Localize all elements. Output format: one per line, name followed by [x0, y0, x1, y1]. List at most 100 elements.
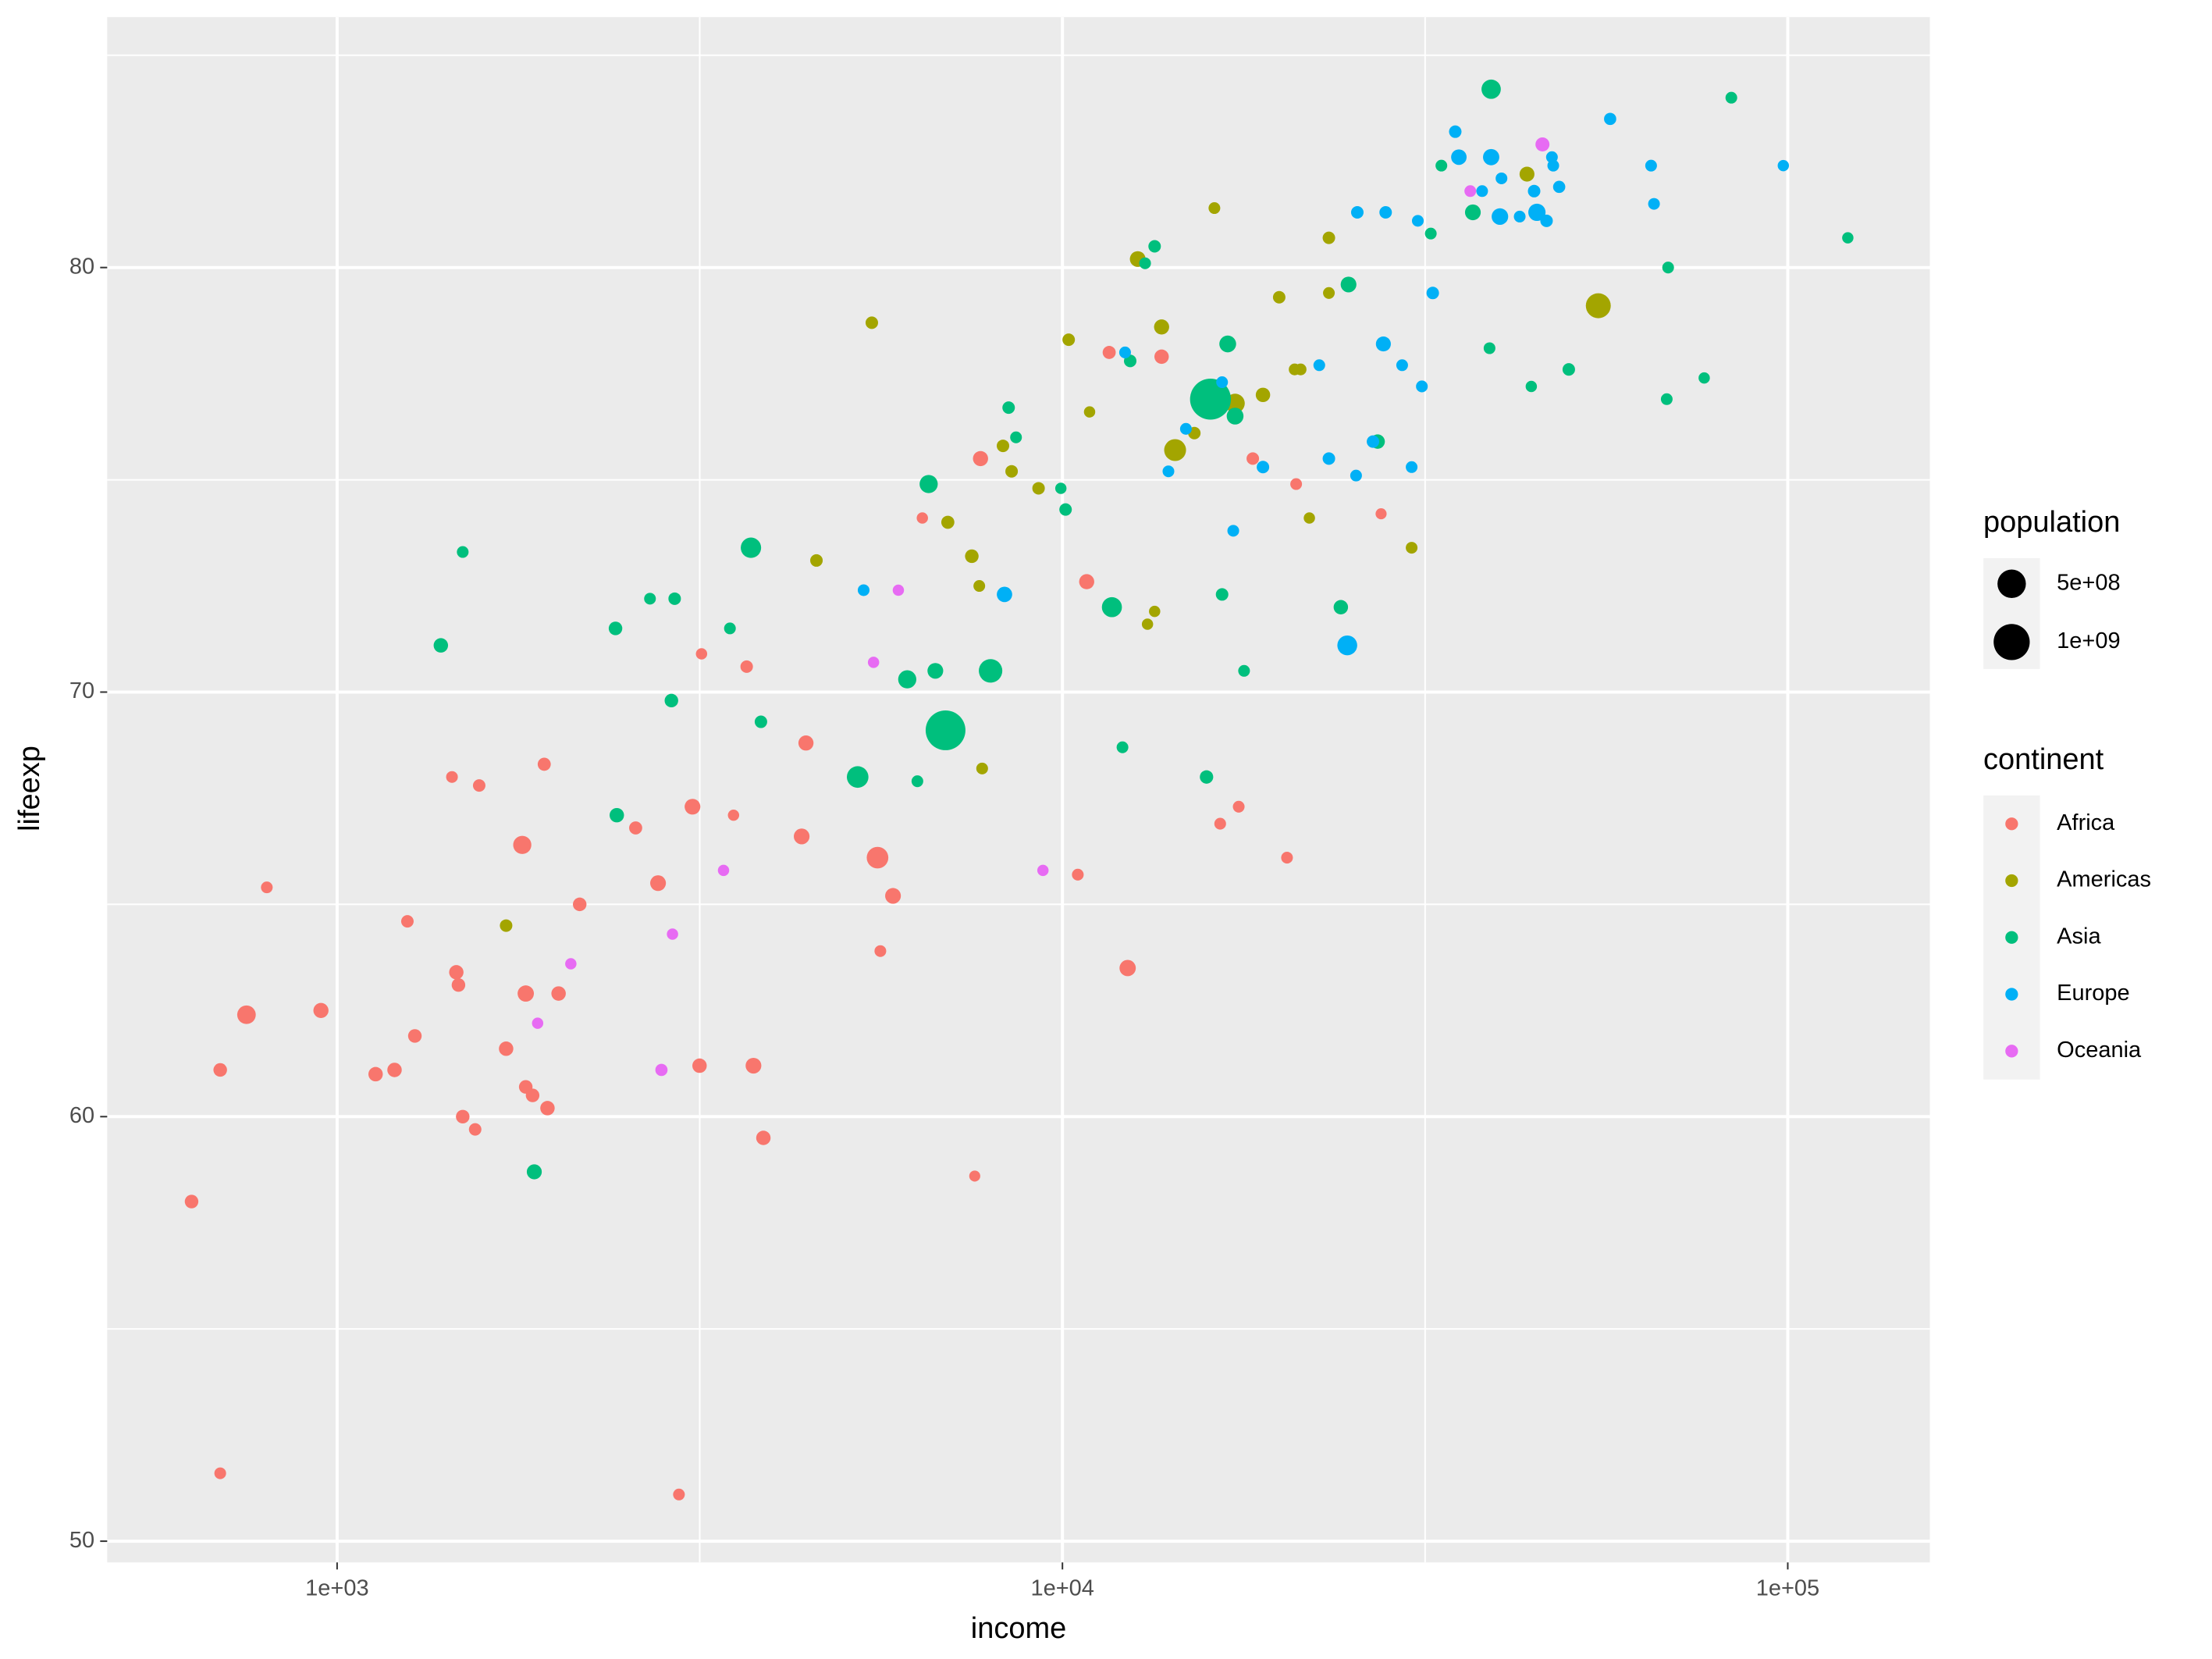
- data-point: [608, 621, 623, 635]
- data-point: [685, 799, 701, 815]
- data-point: [1481, 79, 1501, 99]
- data-point: [1255, 387, 1271, 403]
- data-point: [692, 1058, 707, 1073]
- data-point: [1648, 198, 1660, 210]
- data-point: [1375, 336, 1391, 352]
- data-point: [1426, 287, 1439, 300]
- color-legend-label: Europe: [2057, 981, 2130, 1006]
- data-point: [1527, 184, 1541, 198]
- data-point: [1219, 335, 1236, 353]
- x-tick-label: 1e+05: [1756, 1575, 1819, 1600]
- data-point: [1118, 346, 1131, 358]
- data-point: [756, 1130, 771, 1145]
- data-point: [1002, 401, 1015, 415]
- data-point: [1215, 588, 1229, 601]
- data-point: [1483, 148, 1499, 166]
- data-point: [976, 762, 988, 774]
- data-point: [973, 580, 986, 593]
- data-point: [846, 766, 869, 789]
- data-point: [1662, 262, 1674, 274]
- data-point: [1350, 205, 1364, 219]
- y-axis-title: lifeexp: [13, 746, 46, 831]
- data-point: [892, 584, 905, 596]
- data-point: [857, 584, 870, 596]
- data-point: [941, 515, 955, 529]
- data-point: [1660, 393, 1673, 405]
- data-point: [513, 835, 532, 854]
- data-point: [1141, 618, 1154, 630]
- data-point: [1294, 363, 1307, 376]
- data-point: [927, 663, 944, 679]
- data-point: [655, 1063, 668, 1077]
- data-point: [387, 1063, 402, 1077]
- data-point: [184, 1194, 199, 1209]
- data-point: [368, 1066, 383, 1082]
- data-point: [1032, 482, 1045, 495]
- color-legend-label: Asia: [2057, 924, 2101, 949]
- data-point: [810, 554, 823, 567]
- data-point: [667, 928, 678, 940]
- data-point: [451, 978, 466, 992]
- data-point: [1010, 431, 1022, 443]
- data-point: [449, 965, 464, 980]
- data-point: [1535, 137, 1550, 151]
- data-point: [1154, 349, 1169, 365]
- data-point: [1698, 372, 1710, 384]
- color-legend-title: continent: [1983, 743, 2104, 776]
- data-point: [1547, 159, 1559, 172]
- data-point: [973, 450, 988, 467]
- data-point: [1492, 208, 1509, 226]
- data-point: [1281, 852, 1293, 864]
- data-point: [565, 958, 577, 970]
- size-legend-label: 5e+08: [2057, 570, 2120, 595]
- data-point: [1367, 435, 1380, 448]
- data-point: [551, 986, 566, 1001]
- data-point: [532, 1017, 544, 1029]
- data-point: [1054, 482, 1067, 494]
- color-legend-key: [2005, 1045, 2018, 1058]
- size-legend-key: [1997, 569, 2026, 598]
- x-tick-label: 1e+03: [305, 1575, 368, 1600]
- data-point: [1333, 600, 1349, 614]
- y-tick-label: 60: [69, 1103, 94, 1128]
- data-point: [1424, 227, 1437, 240]
- data-point: [1406, 461, 1418, 473]
- data-point: [1062, 333, 1076, 347]
- data-point: [261, 881, 273, 894]
- data-point: [1246, 452, 1260, 465]
- data-point: [885, 888, 902, 904]
- data-point: [500, 919, 513, 932]
- data-point: [517, 985, 535, 1002]
- data-point: [925, 710, 966, 750]
- data-point: [997, 440, 1010, 453]
- data-point: [1119, 959, 1136, 977]
- data-point: [1519, 166, 1535, 182]
- data-point: [610, 807, 624, 823]
- data-point: [717, 864, 730, 877]
- data-point: [1216, 376, 1229, 389]
- data-point: [1396, 359, 1408, 372]
- data-point: [1083, 406, 1096, 418]
- data-point: [965, 549, 979, 564]
- data-point: [1552, 180, 1566, 194]
- data-point: [1005, 465, 1019, 478]
- data-point: [456, 1109, 470, 1123]
- data-point: [499, 1041, 514, 1056]
- data-point: [866, 846, 889, 869]
- data-point: [1154, 319, 1169, 335]
- data-point: [1226, 408, 1244, 425]
- data-point: [407, 1029, 422, 1043]
- data-point: [1406, 542, 1418, 554]
- data-point: [433, 638, 449, 653]
- data-point: [1725, 91, 1737, 104]
- data-point: [1190, 379, 1232, 420]
- data-point: [1513, 210, 1526, 223]
- data-point: [446, 771, 458, 783]
- data-point: [1322, 452, 1335, 465]
- data-point: [1059, 503, 1072, 516]
- data-point: [1379, 205, 1392, 219]
- data-point: [1323, 287, 1335, 299]
- data-point: [650, 875, 667, 892]
- data-point: [1476, 185, 1488, 198]
- data-point: [1435, 159, 1448, 172]
